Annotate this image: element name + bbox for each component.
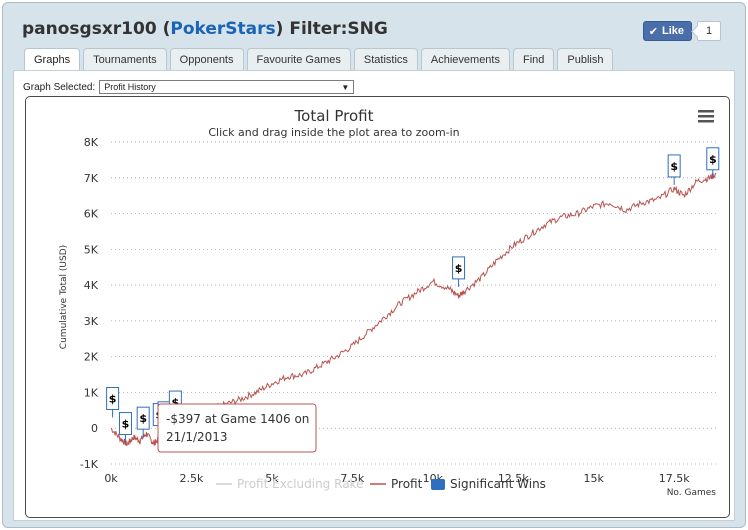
significant-win-label: $ [139, 412, 147, 425]
x-tick-label: 17.5k [659, 472, 690, 485]
graph-selector-row: Graph Selected: Profit History ▼ [23, 80, 355, 94]
graph-selector-label: Graph Selected: [23, 81, 96, 93]
significant-win-marker[interactable]: $ [667, 154, 681, 185]
chart-grid [111, 141, 716, 465]
chart-legend: Profit Excluding Rake Profit Significant W… [216, 477, 546, 491]
significant-win-marker[interactable]: $ [106, 386, 120, 418]
like-widget: ✔ Like 1 [642, 21, 721, 41]
tab-favourite-games[interactable]: Favourite Games [246, 48, 351, 70]
significant-win-marker[interactable]: $ [706, 147, 720, 178]
tab-achievements[interactable]: Achievements [420, 48, 510, 70]
legend-label: Profit Excluding Rake [237, 477, 363, 491]
site-close-paren: ) [275, 19, 284, 39]
tab-find[interactable]: Find [512, 48, 555, 70]
tab-bar: Graphs Tournaments Opponents Favourite G… [24, 48, 614, 71]
like-button[interactable]: ✔ Like [642, 21, 692, 41]
x-tick-label: 12.5k [498, 472, 529, 485]
y-tick-label: 3K [84, 315, 99, 328]
x-axis-ticks: 0k 2.5k 5k 7.5k 10k 12.5k 15k 17.5k [104, 472, 690, 485]
significant-win-marker[interactable]: $ [452, 256, 466, 287]
legend-label: Profit [391, 477, 423, 491]
y-axis-ticks: 8K 7K 6K 5K 4K 3K 2K 1K 0 -1K [80, 136, 99, 471]
y-tick-label: 6K [84, 208, 99, 221]
y-tick-label: 4K [84, 279, 99, 292]
x-tick-label: 2.5k [180, 472, 204, 485]
filter-label: Filter:SNG [289, 19, 388, 39]
tooltip-line-2: 21/1/2013 [166, 430, 228, 444]
legend-item[interactable]: Profit Excluding Rake [216, 477, 363, 491]
tab-publish[interactable]: Publish [557, 48, 614, 70]
significant-win-label: $ [670, 160, 678, 173]
y-tick-label: -1K [80, 458, 99, 471]
legend-label: Significant Wins [450, 477, 546, 491]
significant-win-label: $ [122, 418, 130, 431]
significant-win-label: $ [109, 392, 117, 405]
y-tick-label: 7K [84, 172, 99, 185]
graph-select[interactable]: Profit History ▼ [99, 80, 355, 94]
y-tick-label: 8K [84, 136, 99, 149]
significant-win-label: $ [709, 153, 717, 166]
y-tick-label: 0 [91, 422, 98, 435]
significant-win-marker[interactable]: $ [136, 406, 150, 438]
tooltip-box [157, 403, 317, 453]
menu-icon[interactable] [698, 110, 714, 123]
x-tick-label: 15k [584, 472, 605, 485]
significant-win-label: $ [172, 396, 180, 409]
check-icon: ✔ [648, 25, 658, 38]
y-tick-label: 1K [84, 386, 99, 399]
tab-opponents[interactable]: Opponents [169, 48, 244, 70]
x-tick-label: 5k [265, 472, 279, 485]
site-open-paren: ( [162, 19, 171, 39]
graph-select-value: Profit History [104, 82, 156, 92]
significant-win-marker[interactable]: $ [118, 412, 132, 443]
x-tick-label: 0k [104, 472, 118, 485]
y-axis-label: Cumulative Total (USD) [59, 245, 69, 349]
chart-title: Total Profit [294, 107, 374, 125]
tab-graphs[interactable]: Graphs [24, 48, 81, 71]
x-tick-label: 7.5k [340, 472, 364, 485]
tooltip-line-1: -$397 at Game 1406 on [166, 412, 309, 426]
x-axis-label: No. Games [667, 488, 717, 498]
tab-tournaments[interactable]: Tournaments [83, 48, 167, 70]
data-tooltip: -$397 at Game 1406 on 21/1/2013 [157, 403, 317, 453]
tab-statistics[interactable]: Statistics [353, 48, 418, 70]
like-label: Like [661, 25, 684, 37]
graphs-panel: Graph Selected: Profit History ▼ Total P… [13, 70, 735, 521]
chart-subtitle: Click and drag inside the plot area to z… [208, 126, 459, 139]
profit-chart[interactable]: Total Profit Click and drag inside the p… [26, 97, 731, 519]
significant-win-label: $ [455, 262, 463, 275]
dropdown-arrow-icon: ▼ [341, 82, 350, 92]
like-count: 1 [697, 21, 721, 41]
page-title: panosgsxr100 (PokerStars) Filter:SNG [22, 15, 388, 43]
legend-item[interactable]: Profit [370, 477, 423, 491]
legend-item[interactable]: Significant Wins [431, 477, 546, 491]
site-link[interactable]: PokerStars [170, 19, 276, 39]
y-tick-label: 5K [84, 243, 99, 256]
username: panosgsxr100 [22, 19, 157, 39]
legend-swatch [431, 479, 445, 490]
y-tick-label: 2K [84, 351, 99, 364]
chart-frame: Total Profit Click and drag inside the p… [25, 96, 730, 518]
